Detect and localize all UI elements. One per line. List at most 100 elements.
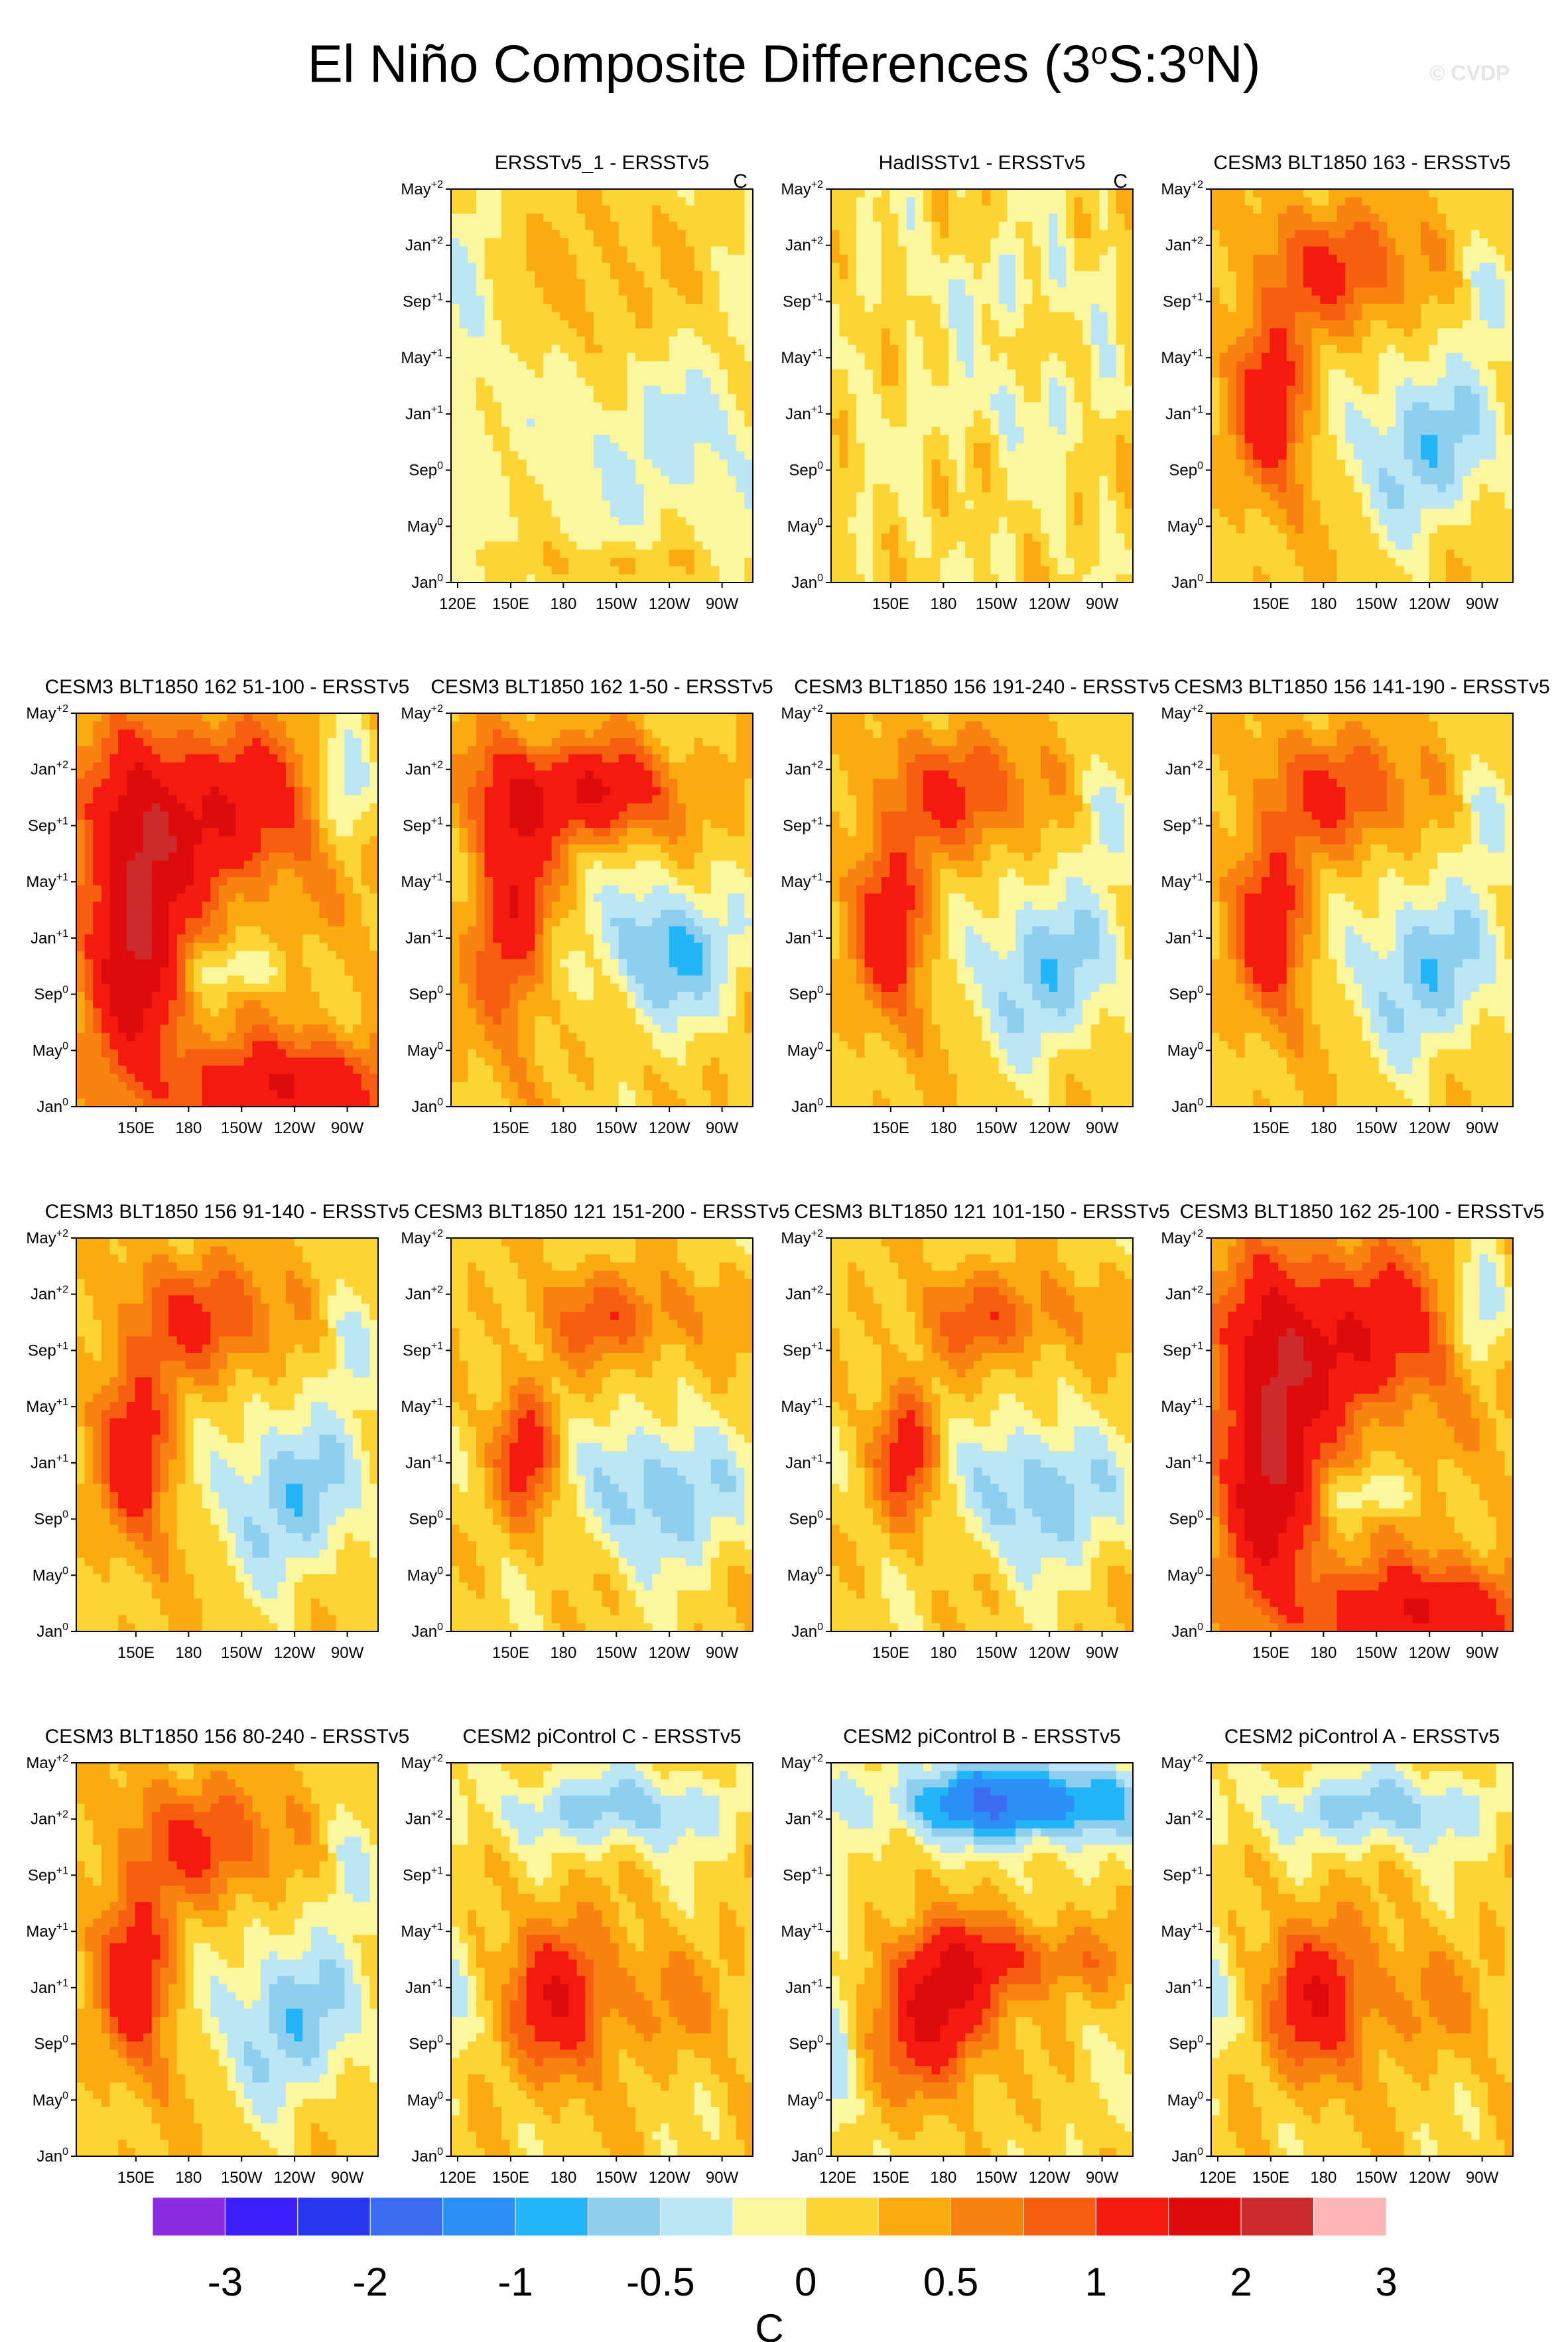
field-cell bbox=[1311, 263, 1321, 272]
field-cell bbox=[1270, 361, 1279, 370]
field-cell bbox=[736, 279, 745, 288]
field-cell bbox=[602, 402, 611, 411]
field-cell bbox=[1015, 320, 1025, 329]
field-cell bbox=[652, 410, 661, 419]
field-cell bbox=[560, 344, 569, 354]
field-cell bbox=[501, 393, 511, 403]
field-cell bbox=[923, 246, 933, 255]
x-tick-label: 120E bbox=[439, 595, 476, 613]
field-cell bbox=[1437, 508, 1447, 517]
field-cell bbox=[451, 402, 460, 411]
field-cell bbox=[864, 295, 874, 305]
field-cell bbox=[965, 263, 974, 272]
field-cell bbox=[831, 287, 840, 297]
field-cell bbox=[1328, 263, 1338, 272]
field-cell bbox=[1311, 361, 1321, 370]
field-cell bbox=[543, 435, 553, 444]
field-cell bbox=[864, 263, 874, 272]
field-cell bbox=[915, 443, 924, 452]
field-cell bbox=[560, 566, 569, 575]
field-cell bbox=[710, 393, 720, 403]
field-cell bbox=[685, 353, 695, 362]
field-cell bbox=[940, 459, 949, 468]
field-cell bbox=[889, 328, 899, 337]
field-cell bbox=[1345, 500, 1354, 510]
field-cell bbox=[736, 410, 745, 419]
field-cell bbox=[906, 393, 915, 403]
field-cell bbox=[501, 222, 511, 231]
field-cell bbox=[719, 378, 728, 387]
field-cell bbox=[526, 271, 535, 280]
field-cell bbox=[736, 344, 745, 354]
field-cell bbox=[1023, 336, 1033, 346]
field-cell bbox=[1099, 205, 1108, 214]
field-cell bbox=[593, 230, 603, 239]
field-cell bbox=[1353, 312, 1363, 321]
field-cell bbox=[610, 246, 620, 255]
field-cell bbox=[627, 410, 636, 419]
field-cell bbox=[873, 369, 882, 378]
field-cell bbox=[1479, 459, 1488, 468]
field-cell bbox=[1337, 312, 1346, 321]
field-cell bbox=[1270, 328, 1279, 337]
field-cell bbox=[973, 435, 983, 444]
field-cell bbox=[1236, 402, 1246, 411]
field-cell bbox=[710, 451, 720, 460]
field-cell bbox=[543, 361, 553, 370]
field-cell bbox=[1270, 451, 1279, 460]
field-cell bbox=[535, 328, 544, 337]
field-cell bbox=[1504, 476, 1514, 485]
field-cell bbox=[476, 418, 486, 427]
field-cell bbox=[1370, 271, 1380, 280]
field-cell bbox=[635, 189, 645, 198]
field-cell bbox=[1337, 320, 1346, 329]
field-cell bbox=[906, 230, 915, 239]
field-cell bbox=[593, 279, 603, 288]
field-cell bbox=[940, 254, 949, 263]
field-cell bbox=[948, 451, 958, 460]
field-cell bbox=[1124, 484, 1134, 493]
field-cell bbox=[839, 459, 848, 468]
field-cell bbox=[940, 476, 949, 485]
field-cell bbox=[526, 328, 535, 337]
field-cell bbox=[602, 418, 611, 427]
field-cell bbox=[610, 443, 620, 452]
field-cell bbox=[1303, 230, 1313, 239]
field-cell bbox=[1337, 492, 1346, 502]
field-cell bbox=[1244, 361, 1254, 370]
field-cell bbox=[1311, 402, 1321, 411]
field-cell bbox=[1015, 385, 1025, 395]
field-cell bbox=[509, 393, 519, 403]
field-cell bbox=[702, 451, 712, 460]
x-tick-label: 180 bbox=[930, 595, 956, 613]
field-cell bbox=[1244, 312, 1254, 321]
field-cell bbox=[535, 246, 544, 255]
field-cell bbox=[1099, 295, 1108, 305]
field-cell bbox=[1328, 353, 1338, 362]
field-cell bbox=[1496, 427, 1505, 436]
field-cell bbox=[493, 271, 502, 280]
field-cell bbox=[1387, 271, 1396, 280]
field-cell bbox=[873, 508, 882, 517]
field-cell bbox=[1429, 320, 1438, 329]
field-cell bbox=[1124, 443, 1134, 452]
field-cell bbox=[1378, 197, 1388, 206]
field-cell bbox=[484, 418, 493, 427]
field-cell bbox=[1454, 279, 1463, 288]
field-cell bbox=[627, 230, 636, 239]
field-cell bbox=[719, 427, 728, 436]
field-cell bbox=[1470, 468, 1480, 476]
field-cell bbox=[677, 254, 686, 263]
field-cell bbox=[1278, 443, 1287, 452]
field-cell bbox=[1445, 254, 1455, 263]
field-cell bbox=[1211, 303, 1220, 312]
field-cell bbox=[459, 369, 468, 378]
field-cell bbox=[660, 508, 670, 517]
field-cell bbox=[898, 344, 907, 354]
field-cell bbox=[1362, 435, 1371, 444]
field-cell bbox=[1082, 271, 1092, 280]
field-cell bbox=[593, 205, 603, 214]
field-cell bbox=[1099, 402, 1108, 411]
field-cell bbox=[889, 279, 899, 288]
field-cell bbox=[593, 418, 603, 427]
